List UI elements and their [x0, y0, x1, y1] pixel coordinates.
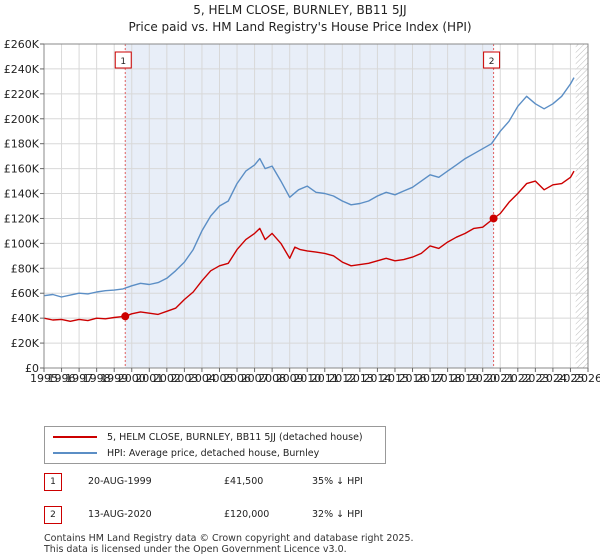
sale-point-2 — [489, 214, 498, 223]
legend-label-hpi: HPI: Average price, detached house, Burn… — [107, 447, 320, 459]
y-tick-label: £100K — [4, 237, 40, 250]
sale-diff-2: 32% ↓ HPI — [312, 509, 363, 520]
x-tick-label: 2002 — [153, 372, 181, 385]
x-tick-label: 2026 — [574, 372, 600, 385]
y-tick-label: £80K — [11, 262, 40, 275]
legend-item-property: 5, HELM CLOSE, BURNLEY, BB11 5JJ (detach… — [53, 429, 363, 445]
legend-swatch-hpi — [53, 452, 97, 454]
sale-marker-1: 1 — [44, 473, 62, 491]
y-tick-label: £0 — [25, 362, 39, 375]
sale-box-2 — [483, 51, 501, 69]
x-tick-label: 2011 — [311, 372, 339, 385]
price-series-line — [43, 170, 575, 322]
x-tick-label: 1998 — [83, 372, 111, 385]
y-tick-label: £180K — [4, 138, 40, 151]
y-tick-label: £160K — [4, 163, 40, 176]
y-tick-label: £40K — [11, 312, 40, 325]
x-tick-label: 2008 — [258, 372, 286, 385]
x-tick-label: 2022 — [504, 372, 532, 385]
sale-row-1: 1 20-AUG-1999 £41,500 35% ↓ HPI — [44, 472, 564, 492]
x-tick-label: 2015 — [381, 372, 409, 385]
chart-title: 5, HELM CLOSE, BURNLEY, BB11 5JJ — [193, 3, 407, 17]
sale-row-2: 2 13-AUG-2020 £120,000 32% ↓ HPI — [44, 505, 564, 525]
x-tick-label: 1995 — [30, 372, 58, 385]
ownership-shade — [125, 44, 494, 368]
x-tick-label: 2019 — [451, 372, 479, 385]
y-tick-label: £120K — [4, 212, 40, 225]
x-tick-label: 2021 — [486, 372, 514, 385]
x-tick-label: 2009 — [276, 372, 304, 385]
y-tick-label: £60K — [11, 287, 40, 300]
sale-price-2: £120,000 — [224, 509, 270, 520]
footer-copyright: Contains HM Land Registry data © Crown c… — [44, 533, 414, 544]
y-tick-label: £240K — [4, 63, 40, 76]
forecast-hatch — [575, 44, 588, 368]
x-tick-label: 2020 — [469, 372, 497, 385]
x-tick-label: 2024 — [539, 372, 567, 385]
x-tick-label: 2005 — [205, 372, 233, 385]
x-tick-label: 2014 — [363, 372, 391, 385]
y-tick-label: £20K — [11, 337, 40, 350]
y-tick-label: £140K — [4, 188, 40, 201]
x-tick-label: 1997 — [65, 372, 93, 385]
x-tick-label: 2004 — [188, 372, 216, 385]
y-tick-label: £220K — [4, 88, 40, 101]
chart-subtitle: Price paid vs. HM Land Registry's House … — [128, 20, 472, 34]
x-tick-label: 2016 — [399, 372, 427, 385]
x-tick-label: 2025 — [556, 372, 584, 385]
sale-price-1: £41,500 — [224, 476, 264, 487]
plot-frame — [43, 43, 589, 369]
footer-licence: This data is licensed under the Open Gov… — [44, 544, 347, 555]
x-tick-label: 1999 — [100, 372, 128, 385]
x-tick-label: 2007 — [241, 372, 269, 385]
x-tick-label: 2001 — [135, 372, 163, 385]
sale-marker-2: 2 — [44, 506, 62, 524]
legend-label-property: 5, HELM CLOSE, BURNLEY, BB11 5JJ (detach… — [107, 431, 363, 443]
sale-box-label-1: 1 — [120, 57, 126, 67]
x-tick-label: 1996 — [48, 372, 76, 385]
legend-swatch-property — [53, 436, 97, 438]
x-tick-label: 2013 — [346, 372, 374, 385]
x-tick-label: 2018 — [434, 372, 462, 385]
x-tick-label: 2010 — [293, 372, 321, 385]
x-tick-label: 2000 — [118, 372, 146, 385]
x-tick-label: 2023 — [521, 372, 549, 385]
x-tick-label: 2017 — [416, 372, 444, 385]
sale-box-1 — [114, 51, 132, 69]
x-tick-label: 2006 — [223, 372, 251, 385]
sale-box-label-2: 2 — [489, 57, 495, 67]
y-tick-label: £200K — [4, 113, 40, 126]
hpi-series-line — [43, 77, 575, 298]
sale-diff-1: 35% ↓ HPI — [312, 476, 363, 487]
sale-date-2: 13-AUG-2020 — [88, 509, 152, 520]
sale-date-1: 20-AUG-1999 — [88, 476, 152, 487]
y-tick-label: £260K — [4, 38, 40, 51]
price-chart: 1 2 £0 £20K £40K £60K £80K £100K £120K £140K £160K… — [4, 38, 600, 385]
chart-legend: 5, HELM CLOSE, BURNLEY, BB11 5JJ (detach… — [44, 426, 386, 464]
sale-point-1 — [121, 312, 130, 321]
x-tick-label: 2003 — [170, 372, 198, 385]
legend-item-hpi: HPI: Average price, detached house, Burn… — [53, 445, 319, 461]
x-tick-label: 2012 — [328, 372, 356, 385]
